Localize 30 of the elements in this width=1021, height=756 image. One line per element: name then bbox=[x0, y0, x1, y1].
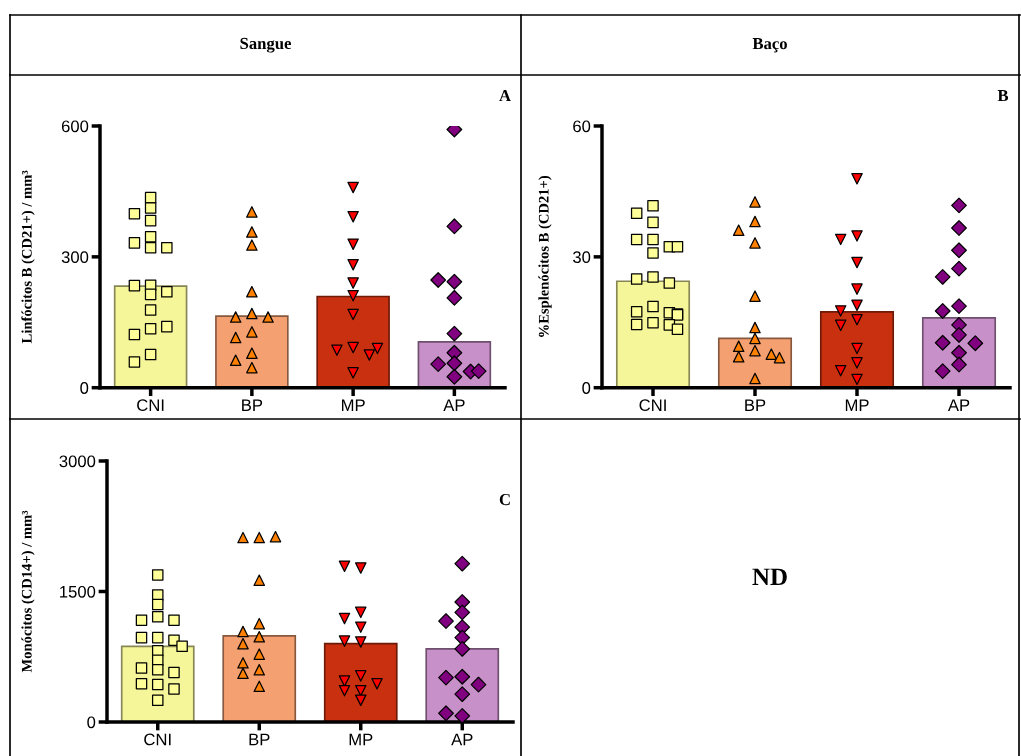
x-tick-label: BP bbox=[249, 733, 270, 746]
y-axis-title: Linfócitos B (CD21+) / mm³ bbox=[21, 170, 35, 344]
y-tick-label: 0 bbox=[87, 716, 96, 729]
x-tick-label: BP bbox=[242, 399, 263, 411]
y-tick-label: 0 bbox=[582, 382, 591, 394]
x-tick-label: CNI bbox=[144, 733, 171, 746]
x-tick-label: AP bbox=[451, 733, 473, 746]
chart-title: Baço bbox=[752, 38, 787, 53]
x-tick-label: CNI bbox=[639, 399, 666, 412]
y-axis-title: %Esplenócitos B (CD21+) bbox=[538, 175, 552, 337]
chart-title: Sangue bbox=[240, 37, 292, 53]
text: A bbox=[499, 90, 511, 102]
x-tick-label: MP bbox=[845, 399, 869, 411]
y-tick-label: 60 bbox=[573, 120, 591, 133]
x-tick-label: AP bbox=[443, 399, 465, 411]
x-tick-label: MP bbox=[341, 399, 365, 411]
x-tick-label: BP bbox=[745, 399, 766, 411]
y-axis-title: Monócitos (CD14+) / mm³ bbox=[21, 510, 35, 673]
y-tick-label: 300 bbox=[61, 251, 89, 264]
y-tick-label: 0 bbox=[80, 382, 89, 394]
y-tick-label: 3000 bbox=[59, 455, 96, 468]
annotation: C bbox=[499, 493, 510, 506]
x-tick-label: CNI bbox=[137, 399, 164, 412]
y-tick-label: 30 bbox=[572, 251, 591, 264]
x-tick-label: AP bbox=[947, 399, 970, 411]
y-tick-label: 1500 bbox=[60, 585, 96, 598]
y-tick-label: 600 bbox=[61, 120, 89, 133]
text: B bbox=[997, 90, 1009, 102]
x-tick-label: MP bbox=[349, 733, 373, 746]
text: ND bbox=[752, 568, 787, 586]
